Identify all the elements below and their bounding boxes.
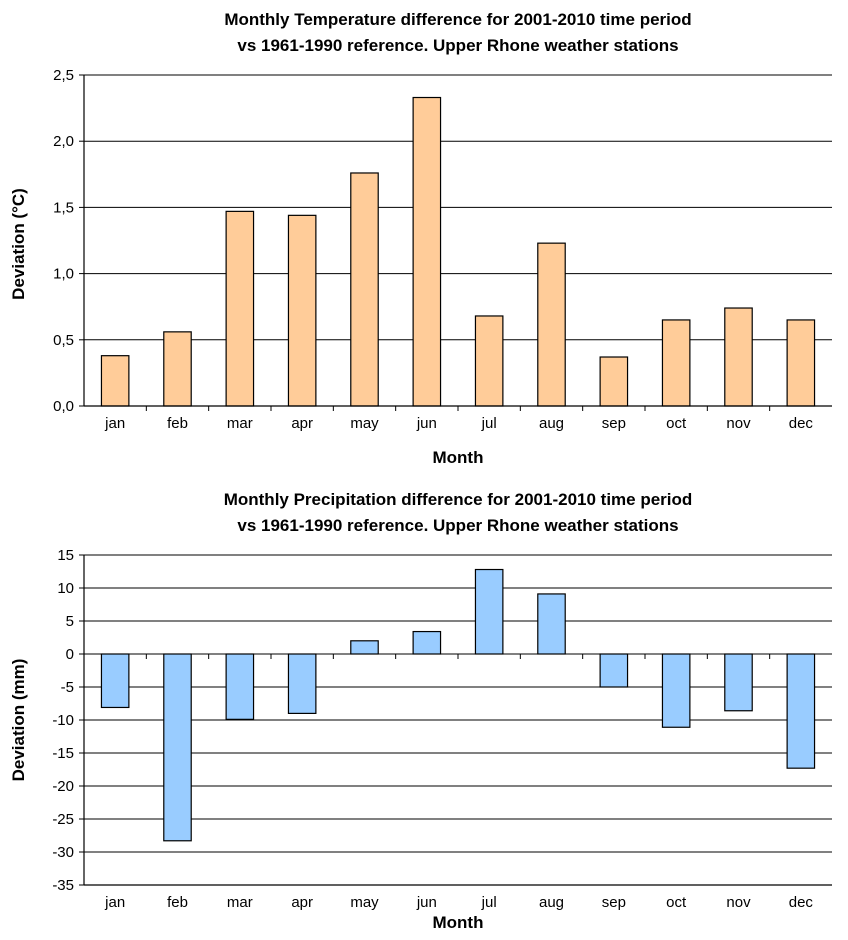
precipitation-chart-x-tick-label-aug: aug	[539, 894, 564, 911]
precipitation-chart-y-tick-label: 5	[66, 613, 74, 630]
precipitation-chart-y-tick-label: 15	[57, 547, 74, 564]
temperature-chart-x-tick-label-may: may	[350, 415, 379, 432]
precipitation-chart-bar-dec	[786, 653, 816, 769]
precipitation-chart-bars	[100, 568, 816, 842]
precipitation-chart-y-tick-label: -20	[52, 778, 74, 795]
temperature-chart-x-tick-label-jun: jun	[416, 415, 437, 432]
precipitation-chart-bar-nov	[724, 653, 753, 712]
temperature-chart-bar-apr	[287, 214, 317, 407]
precipitation-chart-y-tick-label: -35	[52, 877, 74, 894]
temperature-chart: Monthly Temperature difference for 2001-…	[9, 10, 832, 467]
precipitation-chart-tick-labels: -35 -30 -25 -20 -15 -10 -5 0 5 10 15 jan feb mar apr ma…	[52, 547, 813, 911]
precipitation-chart-gridlines	[84, 554, 832, 853]
precipitation-chart-bar-apr	[287, 653, 317, 715]
precipitation-chart-y-tick-label: -25	[52, 811, 74, 828]
temperature-chart-bar-jan	[100, 355, 130, 407]
precipitation-chart-y-tick-label: 0	[66, 646, 74, 663]
temperature-chart-x-tick-label-dec: dec	[789, 415, 814, 432]
temperature-chart-bar-sep	[599, 356, 629, 407]
temperature-chart-x-tick-label-jul: jul	[481, 415, 497, 432]
precipitation-chart-bar-may	[350, 640, 379, 655]
precipitation-chart-x-tick-label-jun: jun	[416, 894, 437, 911]
precipitation-chart-y-tick-label: -5	[61, 679, 74, 696]
precipitation-chart-x-tick-label-nov: nov	[726, 894, 751, 911]
precipitation-chart-bar-jun	[412, 630, 442, 655]
temperature-chart-bar-may	[350, 172, 379, 407]
temperature-chart-x-tick-label-jan: jan	[104, 415, 125, 432]
precipitation-chart-y-tick-label: 10	[57, 580, 74, 597]
precipitation-chart-bar-mar	[225, 653, 255, 720]
precipitation-chart-x-tick-label-may: may	[350, 894, 379, 911]
precipitation-chart-x-tick-label-dec: dec	[789, 894, 814, 911]
precipitation-chart-x-tick-label-feb: feb	[167, 894, 188, 911]
precipitation-chart-bar-aug	[537, 593, 566, 655]
precipitation-chart-y-tick-label: -15	[52, 745, 74, 762]
temperature-chart-y-tick-label: 2,0	[53, 133, 74, 150]
temperature-chart-y-tick-label: 0,0	[53, 398, 74, 415]
temperature-chart-bar-mar	[225, 210, 255, 407]
temperature-chart-title-line2: vs 1961-1990 reference. Upper Rhone weat…	[237, 36, 678, 55]
temperature-chart-y-tick-label: 1,0	[53, 266, 74, 283]
precipitation-chart-x-tick-label-mar: mar	[227, 894, 253, 911]
temperature-chart-title-line1: Monthly Temperature difference for 2001-…	[224, 10, 691, 29]
precipitation-chart-x-tick-label-sep: sep	[602, 894, 626, 911]
temperature-chart-x-tick-label-nov: nov	[726, 415, 751, 432]
temperature-chart-bar-dec	[786, 319, 816, 407]
precipitation-chart-x-axis-label: Month	[433, 913, 484, 932]
precipitation-chart-y-tick-label: -30	[52, 844, 74, 861]
temperature-chart-bar-feb	[163, 331, 192, 407]
temperature-chart-bars	[100, 96, 816, 407]
precipitation-chart-title-line2: vs 1961-1990 reference. Upper Rhone weat…	[237, 516, 678, 535]
precipitation-chart-y-axis-label: Deviation (mm)	[9, 659, 28, 782]
temperature-chart-x-tick-label-feb: feb	[167, 415, 188, 432]
temperature-chart-x-tick-label-sep: sep	[602, 415, 626, 432]
precipitation-chart-x-tick-label-oct: oct	[666, 894, 687, 911]
precipitation-chart-x-tick-label-jan: jan	[104, 894, 125, 911]
temperature-chart-bar-jun	[412, 96, 442, 407]
precipitation-chart-y-tick-label: -10	[52, 712, 74, 729]
temperature-chart-gridlines	[84, 74, 832, 341]
temperature-chart-x-tick-label-apr: apr	[291, 415, 313, 432]
precipitation-chart: Monthly Precipitation difference for 200…	[9, 490, 832, 932]
temperature-chart-x-tick-label-mar: mar	[227, 415, 253, 432]
precipitation-chart-title-line1: Monthly Precipitation difference for 200…	[224, 490, 693, 509]
precipitation-chart-bar-oct	[661, 653, 691, 728]
temperature-chart-y-tick-label: 1,5	[53, 199, 74, 216]
temperature-chart-x-tick-label-oct: oct	[666, 415, 687, 432]
temperature-chart-bar-jul	[474, 315, 504, 407]
precipitation-chart-bar-sep	[599, 653, 629, 688]
temperature-chart-bar-aug	[537, 242, 566, 407]
temperature-chart-bar-nov	[724, 307, 753, 407]
precipitation-chart-bar-feb	[163, 653, 192, 842]
temperature-chart-y-tick-label: 0,5	[53, 332, 74, 349]
temperature-chart-axes	[79, 74, 832, 411]
temperature-chart-y-tick-label: 2,5	[53, 67, 74, 84]
precipitation-chart-axes	[79, 554, 832, 886]
temperature-chart-bar-oct	[661, 319, 691, 407]
precipitation-chart-x-tick-label-apr: apr	[291, 894, 313, 911]
temperature-chart-x-tick-label-aug: aug	[539, 415, 564, 432]
precipitation-chart-bar-jul	[474, 568, 504, 655]
temperature-chart-y-axis-label: Deviation (°C)	[9, 188, 28, 300]
precipitation-chart-bar-jan	[100, 653, 130, 709]
temperature-chart-tick-labels: 0,0 0,5 1,0 1,5 2,0 2,5 jan feb mar apr may jun jul a…	[53, 67, 813, 432]
precipitation-chart-x-tick-label-jul: jul	[481, 894, 497, 911]
temperature-chart-x-axis-label: Month	[433, 448, 484, 467]
